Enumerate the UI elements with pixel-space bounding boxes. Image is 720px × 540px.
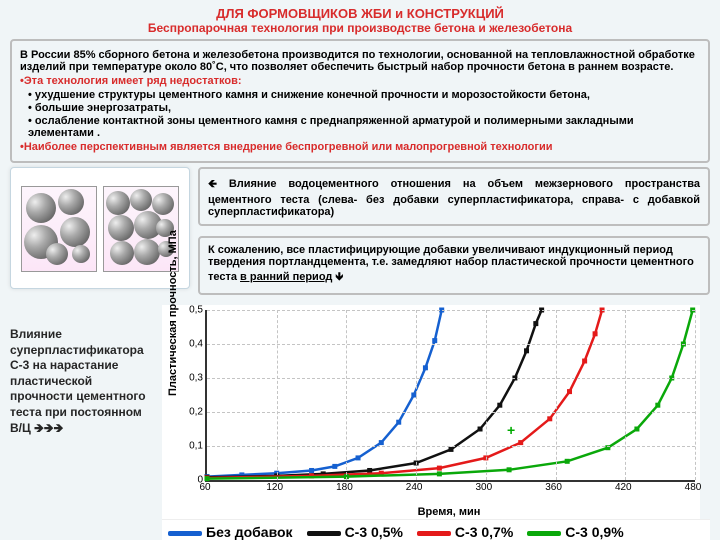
box1-list: ухудшение структуры цементного камня и с… bbox=[28, 89, 700, 139]
title-2: Беспропарочная технология при производст… bbox=[10, 21, 710, 35]
box1-item: ослабление контактной зоны цементного ка… bbox=[28, 115, 700, 139]
chart-xtick: 120 bbox=[266, 482, 283, 493]
mid-caption-box: 🡸 Влияние водоцементного отношения на об… bbox=[198, 167, 710, 226]
chart-container: Пластическая прочность, МПа + Время, мин… bbox=[162, 305, 710, 540]
title-1: ДЛЯ ФОРМОВЩИКОВ ЖБИ и КОНСТРУКЦИЙ bbox=[10, 6, 710, 21]
chart-ytick: 0 bbox=[185, 475, 203, 486]
box1-red-outro-text: Наиболее перспективным является внедрени… bbox=[24, 141, 553, 153]
chart-xtick: 180 bbox=[336, 482, 353, 493]
chart-xlabel: Время, мин bbox=[205, 506, 693, 518]
legend-item: С-3 0,7% bbox=[417, 524, 513, 540]
mid-para2-box: К сожалению, все пластифицирующие добавк… bbox=[198, 236, 710, 295]
chart-xtick: 240 bbox=[406, 482, 423, 493]
chart-marker: + bbox=[507, 422, 515, 438]
chart-ytick: 0,5 bbox=[185, 305, 203, 316]
legend-item: Без добавок bbox=[168, 524, 293, 540]
legend-item: С-3 0,5% bbox=[307, 524, 403, 540]
box1-red-outro: •Наиболее перспективным является внедрен… bbox=[20, 141, 700, 153]
chart-xtick: 360 bbox=[545, 482, 562, 493]
strength-chart: Пластическая прочность, МПа + Время, мин… bbox=[162, 305, 700, 519]
spheres-illustration bbox=[10, 167, 190, 289]
chart-ylabel: Пластическая прочность, МПа bbox=[167, 230, 179, 396]
legend-item: С-3 0,9% bbox=[527, 524, 623, 540]
chart-side-text: Влияние суперпластификатора С-3 на нарас… bbox=[10, 305, 152, 540]
chart-ytick: 0,1 bbox=[185, 441, 203, 452]
box1-red-intro: •Эта технология имеет ряд недостатков: bbox=[20, 75, 700, 87]
box1-red-intro-text: Эта технология имеет ряд недостатков: bbox=[24, 75, 242, 87]
chart-legend: Без добавок С-3 0,5% С-3 0,7% С-3 0,9% bbox=[162, 519, 710, 540]
chart-xtick: 480 bbox=[685, 482, 702, 493]
chart-plot-area: + bbox=[205, 310, 695, 482]
box1-item: ухудшение структуры цементного камня и с… bbox=[28, 89, 700, 101]
box1-para: В России 85% сборного бетона и железобет… bbox=[20, 49, 700, 73]
mid-para2b: в ранний период bbox=[240, 271, 332, 283]
chart-xtick: 300 bbox=[476, 482, 493, 493]
chart-ytick: 0,3 bbox=[185, 373, 203, 384]
chart-ytick: 0,4 bbox=[185, 339, 203, 350]
chart-xtick: 420 bbox=[615, 482, 632, 493]
box1-item: большие энергозатраты, bbox=[28, 102, 700, 114]
chart-ytick: 0,2 bbox=[185, 407, 203, 418]
info-box-1: В России 85% сборного бетона и железобет… bbox=[10, 39, 710, 163]
chart-curves-svg bbox=[207, 310, 695, 480]
mid-para2c: 🡻 bbox=[332, 271, 343, 283]
